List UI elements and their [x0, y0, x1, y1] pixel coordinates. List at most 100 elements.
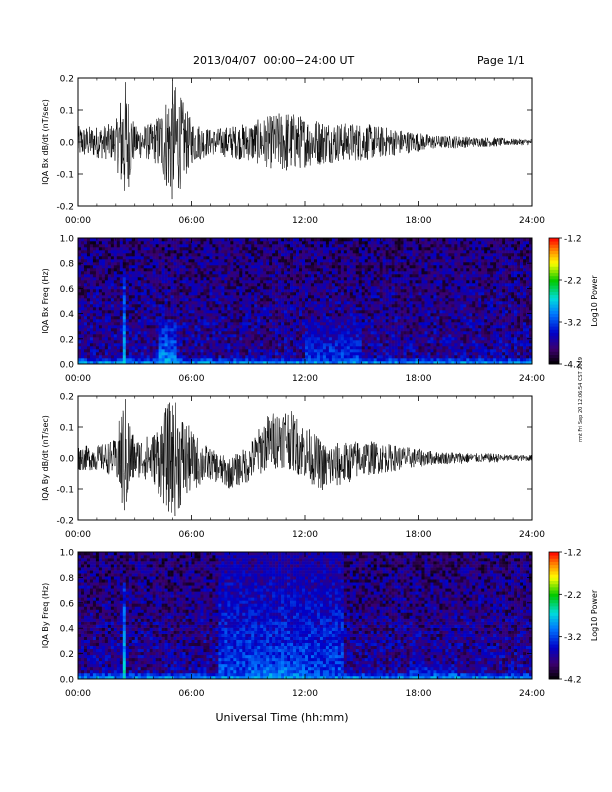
- spectrogram-cell: [116, 238, 121, 242]
- spectrogram-cell: [334, 244, 339, 248]
- spectrogram-cell: [367, 262, 372, 266]
- spectrogram-cell: [227, 355, 231, 359]
- spectrogram-cell: [388, 247, 392, 251]
- spectrogram-cell: [400, 298, 404, 302]
- spectrogram-cell: [107, 280, 112, 284]
- spectrogram-cell: [305, 313, 309, 317]
- spectrogram-cell: [200, 262, 204, 266]
- spectrogram-cell: [307, 274, 312, 278]
- spectrogram-cell: [331, 295, 336, 299]
- spectrogram-cell: [92, 280, 97, 284]
- spectrogram-cell: [418, 322, 422, 326]
- spectrogram-cell: [313, 298, 318, 302]
- spectrogram-cell: [349, 304, 354, 308]
- spectrogram-cell: [275, 304, 279, 308]
- spectrogram-cell: [409, 343, 413, 347]
- spectrogram-cell: [197, 328, 201, 332]
- spectrogram-cell: [131, 286, 136, 290]
- spectrogram-cell: [239, 334, 243, 338]
- spectrogram-cell: [221, 331, 225, 335]
- spectrogram-cell: [400, 325, 404, 329]
- spectrogram-cell: [257, 250, 261, 254]
- spectrogram-cell: [131, 331, 136, 335]
- spectrogram-cell: [346, 289, 351, 293]
- spectrogram-cell: [128, 307, 133, 311]
- spectrogram-cell: [188, 343, 192, 347]
- spectrogram-cell: [239, 325, 243, 329]
- spectrogram-cell: [170, 319, 174, 323]
- spectrogram-cell: [119, 268, 124, 272]
- spectrogram-cell: [248, 241, 252, 245]
- spectrogram-cell: [290, 331, 294, 335]
- spectrogram-cell: [316, 319, 321, 323]
- spectrogram-cell: [254, 247, 258, 251]
- spectrogram-cell: [376, 346, 380, 350]
- spectrogram-cell: [334, 283, 339, 287]
- spectrogram-cell: [248, 340, 252, 344]
- spectrogram-cell: [146, 361, 150, 365]
- spectrogram-cell: [281, 352, 285, 356]
- spectrogram-cell: [382, 295, 386, 299]
- spectrogram-cell: [275, 343, 279, 347]
- spectrogram-cell: [305, 289, 309, 293]
- spectrogram-cell: [325, 352, 330, 356]
- spectrogram-cell: [101, 244, 106, 248]
- spectrogram-cell: [275, 340, 279, 344]
- spectrogram-cell: [194, 316, 198, 320]
- spectrogram-cell: [200, 301, 204, 305]
- spectrogram-cell: [170, 352, 174, 356]
- spectrogram-cell: [409, 304, 413, 308]
- spectrogram-cell: [78, 316, 82, 320]
- spectrogram-cell: [337, 334, 342, 338]
- spectrogram-cell: [242, 325, 246, 329]
- spectrogram-cell: [95, 304, 100, 308]
- spectrogram-cell: [272, 295, 276, 299]
- spectrogram-cell: [137, 271, 142, 275]
- spectrogram-cell: [254, 322, 258, 326]
- x-tick-label: 18:00: [406, 216, 432, 226]
- spectrogram-cell: [269, 352, 273, 356]
- spectrogram-cell: [302, 250, 306, 254]
- spectrogram-cell: [107, 352, 112, 356]
- spectrogram-cell: [257, 331, 261, 335]
- spectrogram-cell: [245, 331, 249, 335]
- spectrogram-cell: [176, 253, 180, 257]
- spectrogram-cell: [95, 331, 100, 335]
- spectrogram-cell: [293, 283, 297, 287]
- spectrogram-cell: [248, 262, 252, 266]
- spectrogram-cell: [218, 271, 222, 275]
- spectrogram-cell: [236, 337, 240, 341]
- spectrogram-cell: [275, 331, 279, 335]
- spectrogram-cell: [119, 307, 124, 311]
- spectrogram-cell: [224, 349, 228, 353]
- spectrogram-cell: [185, 298, 189, 302]
- spectrogram-cell: [236, 301, 240, 305]
- spectrogram-cell: [236, 358, 240, 362]
- spectrogram-cell: [212, 337, 216, 341]
- spectrogram-cell: [415, 274, 419, 278]
- spectrogram-cell: [128, 322, 133, 326]
- spectrogram-cell: [296, 334, 300, 338]
- spectrogram-cell: [287, 361, 291, 365]
- spectrogram-cell: [343, 280, 348, 284]
- spectrogram-cell: [313, 286, 318, 290]
- spectrogram-cell: [310, 268, 315, 272]
- spectrogram-cell: [149, 280, 153, 284]
- spectrogram-cell: [125, 265, 130, 269]
- spectrogram-cell: [173, 298, 177, 302]
- spectrogram-cell: [322, 319, 327, 323]
- spectrogram-cell: [334, 361, 339, 365]
- spectrogram-cell: [382, 328, 386, 332]
- spectrogram-cell: [334, 340, 339, 344]
- spectrogram-cell: [400, 238, 404, 242]
- spectrogram-cell: [382, 238, 386, 242]
- spectrogram-cell: [221, 286, 225, 290]
- spectrogram-cell: [182, 271, 186, 275]
- spectrogram-cell: [233, 337, 237, 341]
- spectrogram-cell: [367, 286, 372, 290]
- spectrogram-cell: [302, 259, 306, 263]
- spectrogram-cell: [418, 256, 422, 260]
- spectrogram-cell: [119, 298, 124, 302]
- spectrogram-cell: [78, 262, 82, 266]
- spectrogram-cell: [263, 241, 267, 245]
